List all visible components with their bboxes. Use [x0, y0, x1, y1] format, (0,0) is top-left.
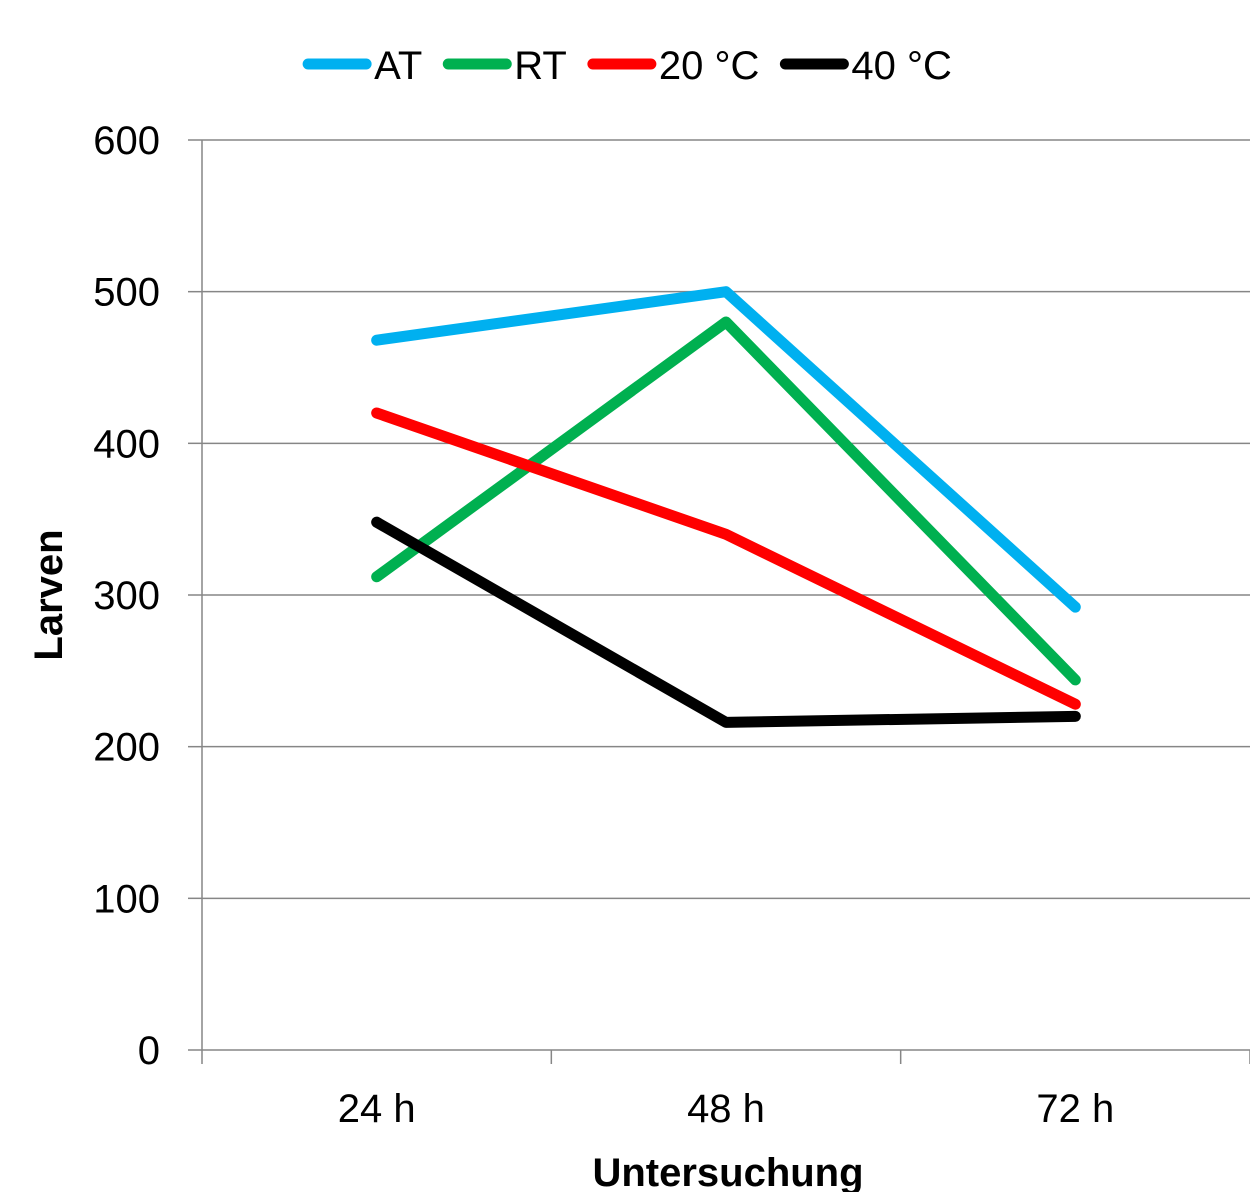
series-line — [371, 516, 1081, 728]
legend-label: 20 °C — [659, 44, 760, 88]
y-tick-label: 100 — [93, 877, 160, 921]
y-tick-label: 300 — [93, 574, 160, 618]
y-axis-label: Larven — [27, 529, 71, 660]
y-tick-label: 600 — [93, 119, 160, 163]
tick-labels: 0 100 200 300 400 500 600 24 h 48 h 72 h — [93, 119, 1114, 1131]
x-tick-label: 48 h — [687, 1087, 765, 1131]
x-axis-label: Untersuchung — [592, 1151, 863, 1192]
series-line — [371, 316, 1081, 686]
legend: AT RT 20 °C 40 °C — [302, 44, 952, 88]
series-line — [371, 286, 1081, 613]
y-tick-label: 500 — [93, 271, 160, 315]
y-tick-label: 200 — [93, 726, 160, 770]
gridlines — [202, 139, 1250, 900]
legend-label: 40 °C — [851, 44, 952, 88]
y-tick-label: 400 — [93, 422, 160, 466]
x-tick-label: 72 h — [1036, 1087, 1114, 1131]
legend-label: RT — [514, 44, 567, 88]
legend-label: AT — [374, 44, 422, 88]
series-lines — [371, 286, 1081, 728]
series-line — [371, 407, 1081, 710]
axes — [188, 139, 1250, 1064]
x-tick-label: 24 h — [338, 1087, 416, 1131]
y-tick-label: 0 — [138, 1029, 160, 1073]
